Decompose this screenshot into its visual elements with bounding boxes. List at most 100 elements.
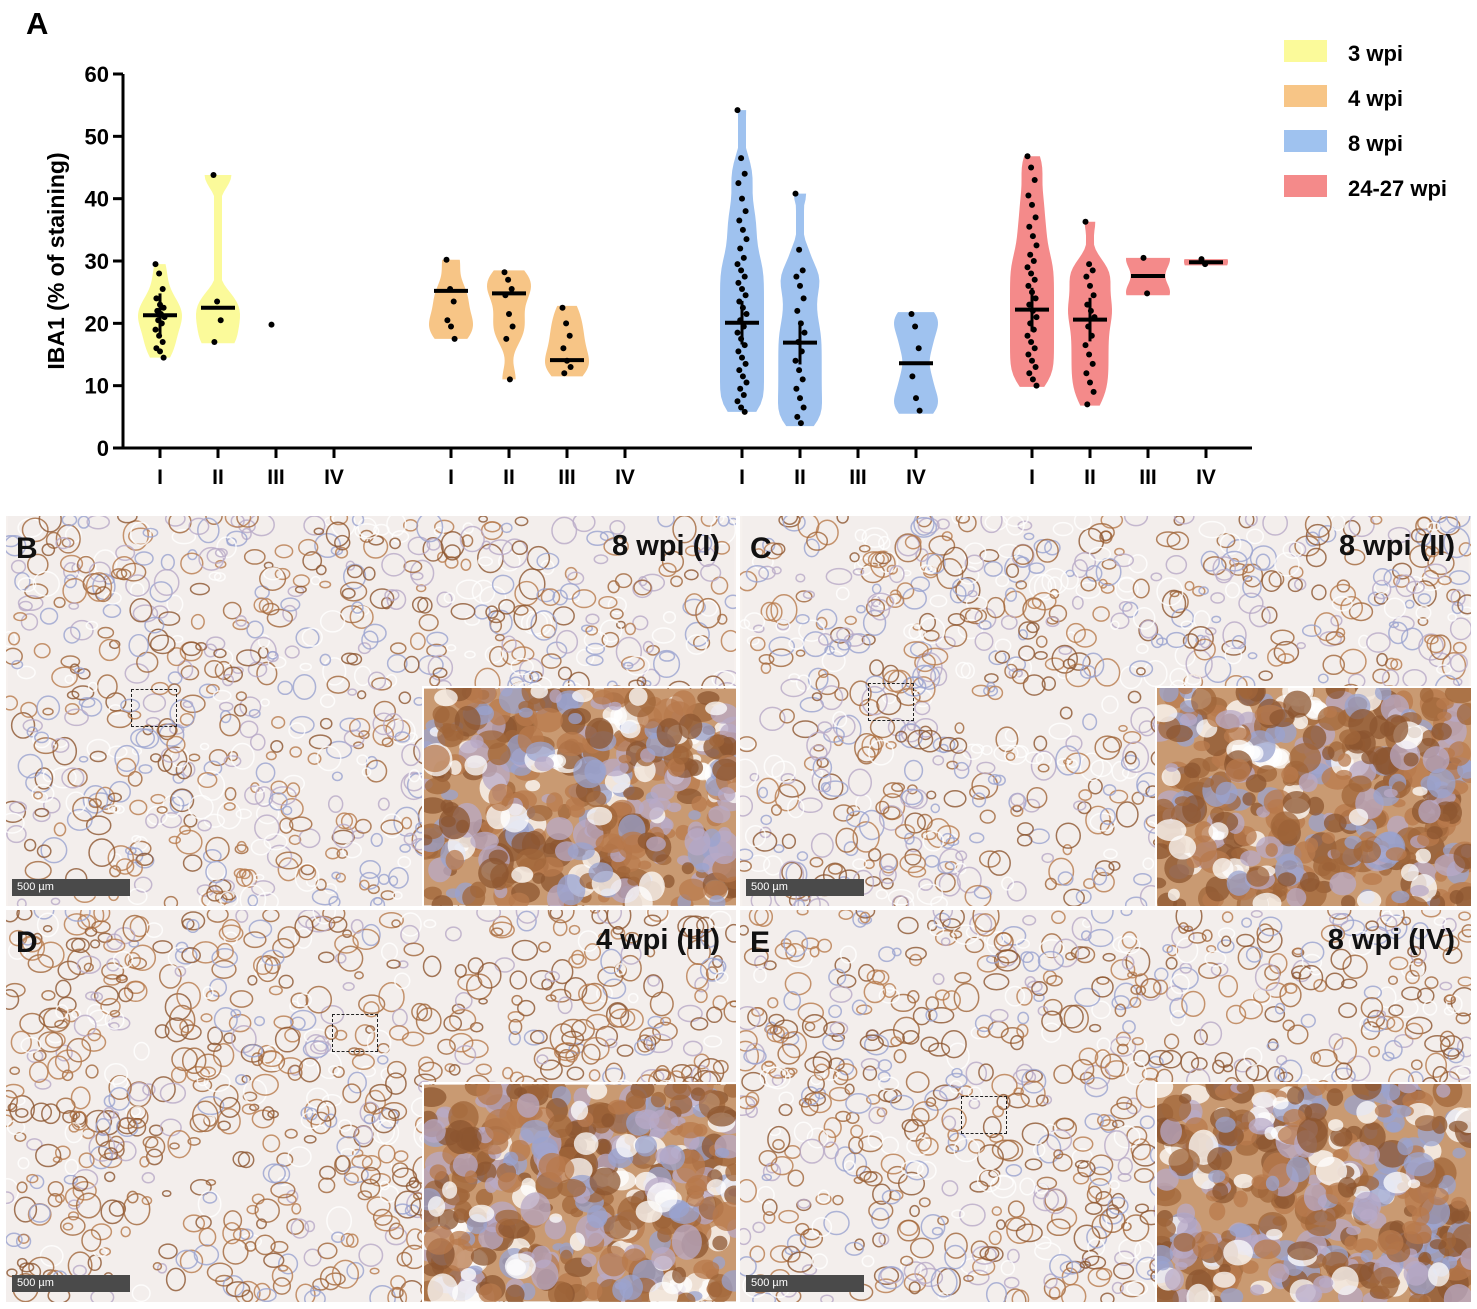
data-point <box>799 376 806 383</box>
data-point <box>801 329 808 336</box>
data-point <box>1087 379 1093 386</box>
y-tick-label: 10 <box>85 374 109 399</box>
data-point <box>739 226 746 233</box>
x-tick-label: II <box>794 466 806 489</box>
data-point <box>741 408 748 415</box>
data-point <box>736 217 743 224</box>
data-point <box>1089 267 1096 274</box>
data-point <box>450 298 457 305</box>
data-point <box>1088 332 1095 339</box>
data-point <box>1091 314 1098 321</box>
data-point <box>796 367 803 374</box>
data-point <box>1086 261 1093 268</box>
data-point <box>740 392 747 399</box>
violin-shape <box>196 174 240 344</box>
data-point <box>1029 233 1036 240</box>
data-point <box>157 348 163 355</box>
data-point <box>794 413 801 420</box>
legend-label: 3 wpi <box>1348 41 1403 66</box>
data-point <box>734 398 741 405</box>
data-point <box>1028 339 1035 346</box>
data-point <box>912 323 919 330</box>
y-tick-label: 20 <box>85 311 109 336</box>
data-point <box>1082 218 1089 225</box>
violin-shape <box>720 110 764 412</box>
data-point <box>1083 370 1090 377</box>
data-point <box>913 395 919 402</box>
histology-panel-c: C 8 wpi (II) 500 µm <box>740 516 1471 906</box>
scale-bar: 500 µm <box>12 1275 130 1292</box>
data-point <box>738 267 745 274</box>
x-tick-label: I <box>448 466 454 489</box>
data-point <box>740 323 747 330</box>
inset-region-box <box>332 1014 378 1052</box>
data-point <box>448 323 454 330</box>
data-point <box>444 317 451 324</box>
y-tick-label: 40 <box>85 187 109 212</box>
panel-title: 8 wpi (IV) <box>1327 924 1455 956</box>
data-point <box>560 345 567 352</box>
data-point <box>503 335 510 342</box>
data-point <box>1031 176 1038 183</box>
data-point <box>734 107 741 114</box>
data-point <box>916 407 923 414</box>
x-tick-label: II <box>212 466 224 489</box>
data-point <box>502 292 509 299</box>
scale-bar: 500 µm <box>12 879 130 896</box>
data-point <box>156 270 163 277</box>
data-point <box>743 379 750 386</box>
panel-letter: B <box>16 532 38 565</box>
x-tick-label: IV <box>324 466 344 489</box>
inset-image-e <box>1157 1084 1471 1302</box>
data-point <box>1198 256 1205 263</box>
data-point <box>735 348 742 355</box>
x-tick-label: II <box>1084 466 1096 489</box>
histology-panel-d: D 4 wpi (III) 500 µm <box>6 910 736 1302</box>
data-point <box>1090 292 1097 299</box>
data-point <box>742 208 749 215</box>
panel-a-letter: A <box>26 6 48 41</box>
data-point <box>564 357 570 364</box>
data-point <box>1029 376 1036 383</box>
data-point <box>1084 301 1091 308</box>
panel-letter: D <box>16 926 38 959</box>
histology-panel-b: B 8 wpi (I) 500 µm <box>6 516 736 906</box>
data-point <box>738 335 745 342</box>
x-tick-label: IV <box>1196 466 1216 489</box>
data-point <box>505 276 512 283</box>
data-point <box>566 332 573 339</box>
data-point <box>734 329 741 336</box>
data-point <box>1202 261 1209 268</box>
data-point <box>1029 289 1035 296</box>
x-tick-label: IV <box>906 466 926 489</box>
data-point <box>736 298 743 305</box>
data-point <box>1083 273 1090 280</box>
data-point <box>1087 307 1094 314</box>
y-axis-label: IBA1 (% of staining) <box>43 152 69 369</box>
legend-label: 8 wpi <box>1348 131 1403 156</box>
data-point <box>1029 201 1035 208</box>
data-point <box>739 286 745 293</box>
data-point <box>739 354 745 361</box>
data-point <box>793 273 800 280</box>
data-point <box>742 360 749 367</box>
data-point <box>1030 258 1037 264</box>
data-point <box>563 320 570 327</box>
data-point <box>1028 164 1035 171</box>
histology-panel-e: E 8 wpi (IV) 500 µm <box>740 910 1471 1302</box>
data-point <box>451 335 458 342</box>
y-tick-label: 50 <box>85 124 109 149</box>
y-tick-label: 0 <box>97 436 109 461</box>
data-point <box>734 261 741 268</box>
x-tick-label: III <box>1139 466 1157 489</box>
data-point <box>161 314 168 321</box>
data-point <box>800 295 807 302</box>
data-point <box>793 385 800 392</box>
y-tick-label: 30 <box>85 249 109 274</box>
data-point <box>735 180 742 187</box>
data-point <box>160 354 167 361</box>
data-point <box>739 304 746 311</box>
violin-shape <box>487 270 531 380</box>
inset-image-c <box>1157 688 1471 906</box>
data-point <box>506 376 513 383</box>
